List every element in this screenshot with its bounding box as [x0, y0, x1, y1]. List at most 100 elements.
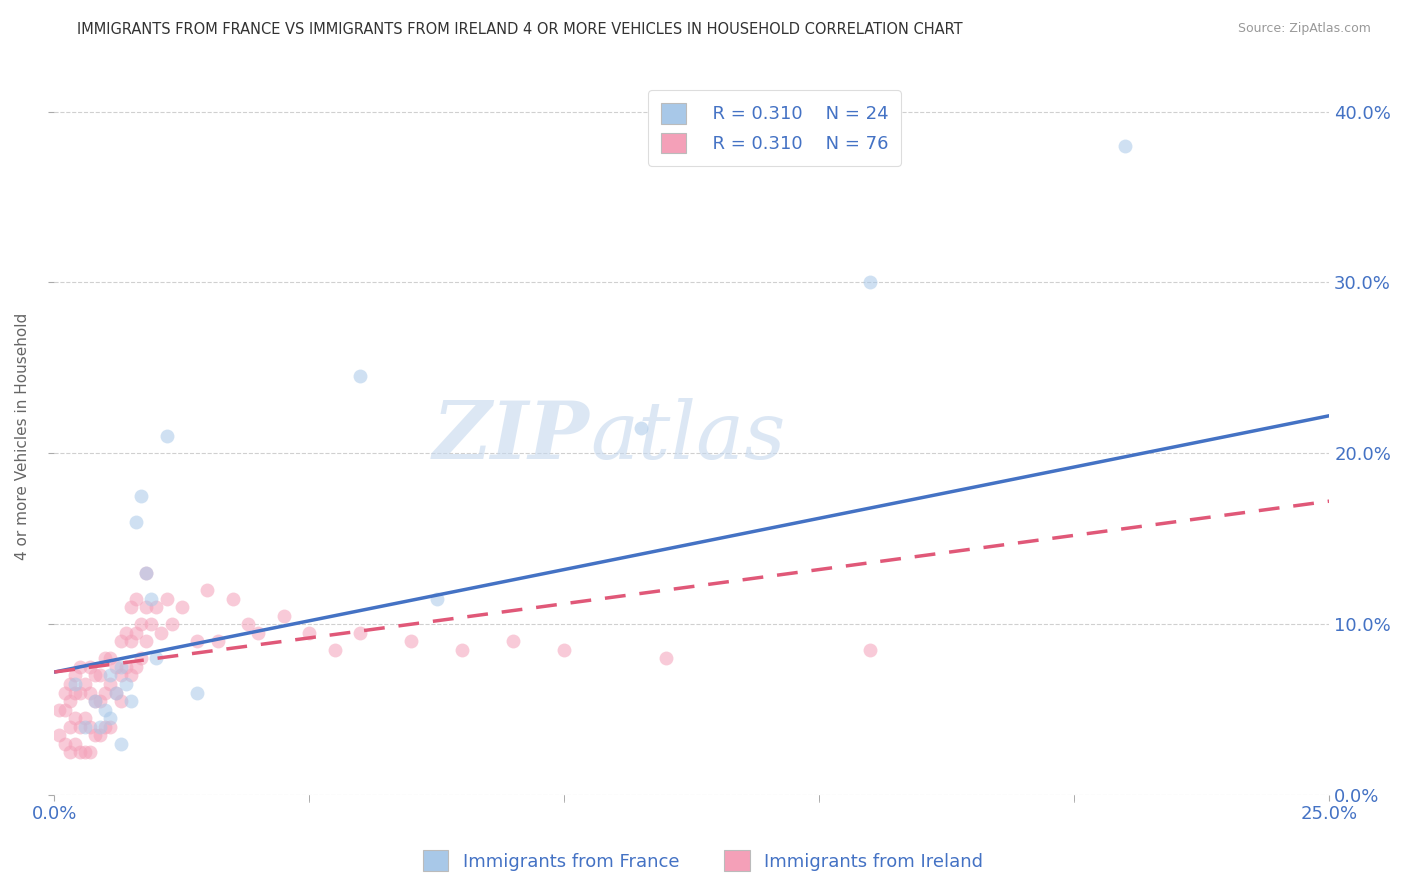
Point [94, 651, 117, 665]
Point [100, 668, 122, 682]
Point [349, 369, 371, 384]
Point [195, 582, 218, 597]
Point [110, 737, 132, 751]
Point [59, 745, 82, 759]
Point [110, 660, 132, 674]
Point [125, 515, 148, 529]
Point [53, 737, 76, 751]
Point [89, 668, 111, 682]
Point [170, 600, 193, 615]
Point [84, 694, 107, 708]
Point [859, 643, 882, 657]
Text: IMMIGRANTS FROM FRANCE VS IMMIGRANTS FROM IRELAND 4 OR MORE VEHICLES IN HOUSEHOL: IMMIGRANTS FROM FRANCE VS IMMIGRANTS FRO… [77, 22, 963, 37]
Point [553, 643, 575, 657]
Point [145, 651, 167, 665]
Point [73, 745, 96, 759]
Point [48, 728, 70, 742]
Point [79, 745, 101, 759]
Legend:   R = 0.310    N = 24,   R = 0.310    N = 76: R = 0.310 N = 24, R = 0.310 N = 76 [648, 90, 901, 166]
Point [859, 276, 882, 290]
Point [222, 591, 245, 606]
Point [655, 651, 678, 665]
Point [100, 711, 122, 725]
Point [145, 600, 167, 615]
Point [125, 660, 148, 674]
Point [129, 617, 152, 632]
Point [451, 643, 474, 657]
Point [73, 677, 96, 691]
Point [94, 720, 117, 734]
Point [247, 625, 270, 640]
Point [110, 634, 132, 648]
Point [89, 728, 111, 742]
Point [100, 720, 122, 734]
Point [63, 737, 86, 751]
Point [186, 634, 208, 648]
Text: atlas: atlas [589, 398, 785, 475]
Text: ZIP: ZIP [433, 398, 589, 475]
Point [84, 728, 107, 742]
Point [120, 694, 142, 708]
Point [69, 660, 91, 674]
Point [104, 685, 127, 699]
Point [150, 625, 173, 640]
Point [89, 720, 111, 734]
Point [120, 668, 142, 682]
Point [53, 703, 76, 717]
Point [114, 625, 136, 640]
Point [141, 591, 163, 606]
Point [135, 600, 157, 615]
Point [79, 685, 101, 699]
Point [53, 685, 76, 699]
Point [323, 643, 346, 657]
Point [120, 634, 142, 648]
Point [63, 677, 86, 691]
Point [630, 420, 652, 434]
Point [63, 711, 86, 725]
Y-axis label: 4 or more Vehicles in Household: 4 or more Vehicles in Household [15, 312, 30, 560]
Legend: Immigrants from France, Immigrants from Ireland: Immigrants from France, Immigrants from … [416, 843, 990, 879]
Point [155, 591, 177, 606]
Point [73, 711, 96, 725]
Point [207, 634, 229, 648]
Point [114, 660, 136, 674]
Point [104, 660, 127, 674]
Point [135, 634, 157, 648]
Point [186, 685, 208, 699]
Point [100, 651, 122, 665]
Point [59, 677, 82, 691]
Point [160, 617, 183, 632]
Point [129, 489, 152, 503]
Point [84, 694, 107, 708]
Point [1114, 138, 1136, 153]
Point [135, 566, 157, 580]
Point [104, 685, 127, 699]
Point [59, 720, 82, 734]
Point [84, 668, 107, 682]
Point [63, 685, 86, 699]
Text: Source: ZipAtlas.com: Source: ZipAtlas.com [1237, 22, 1371, 36]
Point [69, 685, 91, 699]
Point [73, 720, 96, 734]
Point [141, 617, 163, 632]
Point [110, 694, 132, 708]
Point [79, 720, 101, 734]
Point [426, 591, 449, 606]
Point [349, 625, 371, 640]
Point [125, 591, 148, 606]
Point [59, 694, 82, 708]
Point [89, 694, 111, 708]
Point [502, 634, 524, 648]
Point [114, 677, 136, 691]
Point [110, 668, 132, 682]
Point [125, 625, 148, 640]
Point [79, 660, 101, 674]
Point [94, 703, 117, 717]
Point [100, 677, 122, 691]
Point [273, 608, 295, 623]
Point [120, 600, 142, 615]
Point [94, 685, 117, 699]
Point [155, 429, 177, 443]
Point [129, 651, 152, 665]
Point [236, 617, 259, 632]
